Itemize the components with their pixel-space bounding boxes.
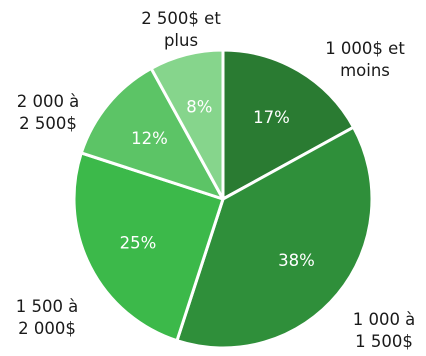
slice-category-label-5: 2 500$ et plus bbox=[141, 9, 221, 50]
pie-slice-1 bbox=[221, 48, 356, 201]
slice-value-label-4: 12% bbox=[131, 129, 168, 148]
slice-value-label-2: 38% bbox=[278, 251, 315, 270]
slice-category-label-4: 2 000 à 2 500$ bbox=[17, 92, 80, 133]
slice-category-label-line: 2 500$ et bbox=[141, 9, 221, 28]
slice-category-label-line: 1 500$ bbox=[355, 332, 413, 351]
slice-category-label-line: moins bbox=[340, 61, 390, 80]
slice-value-label-1: 17% bbox=[253, 108, 290, 127]
slice-value-label-3: 25% bbox=[120, 233, 157, 252]
slice-category-label-line: 2 000 à bbox=[17, 92, 80, 111]
slice-category-label-line: 2 500$ bbox=[19, 114, 77, 133]
slice-category-label-line: 2 000$ bbox=[18, 319, 76, 338]
pie-slice-4 bbox=[79, 66, 225, 201]
slice-category-label-line: 1 500 à bbox=[16, 297, 79, 316]
pie-slice-5 bbox=[149, 48, 225, 201]
slice-category-label-line: plus bbox=[164, 31, 198, 50]
pie-slice-2 bbox=[175, 125, 374, 350]
slice-category-label-2: 1 000 à 1 500$ bbox=[353, 310, 416, 351]
slice-category-label-3: 1 500 à 2 000$ bbox=[16, 297, 79, 338]
slice-value-label-5: 8% bbox=[186, 98, 212, 117]
slice-category-label-line: 1 000$ et bbox=[325, 39, 405, 58]
slice-category-label-line: 1 000 à bbox=[353, 310, 416, 329]
slice-category-label-1: 1 000$ et moins bbox=[325, 39, 405, 80]
pie-slice-3 bbox=[72, 151, 225, 343]
